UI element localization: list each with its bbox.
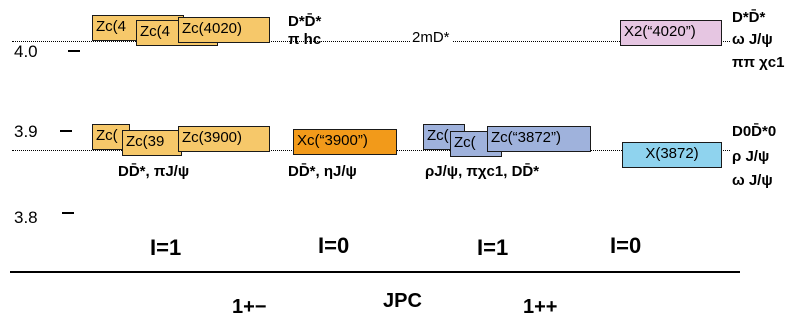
jpc-left: 1+− [232, 296, 267, 318]
isospin-label-1: I=1 [150, 235, 182, 260]
tick-mark-3.8 [62, 212, 74, 214]
decay-label-zc4020-2: π hc [288, 31, 322, 48]
jpc-right: 1++ [523, 296, 558, 318]
decay-label-x2-3: ππ χc1 [732, 54, 785, 71]
decay-label-x2-2: ω J/ψ [732, 31, 773, 48]
separator-line [10, 271, 740, 273]
tick-mark-3.9 [60, 130, 72, 132]
decay-label-x2-1: D*D̄* [732, 9, 766, 26]
x-3872-box: X(3872) [622, 142, 722, 168]
tick-mark-4.0 [68, 50, 80, 52]
isospin-label-4: I=0 [610, 233, 642, 258]
zc-3900-box-3: Zc(3900) [178, 126, 270, 152]
decay-label-zc3900: DD̄*, πJ/ψ [118, 163, 190, 180]
isospin-label-2: I=0 [318, 233, 350, 258]
tick-label-3.8: 3.8 [14, 208, 38, 227]
tick-label-4.0: 4.0 [14, 42, 38, 61]
x2-4020-box: X2(“4020”) [620, 20, 722, 46]
decay-label-xc3900: DD̄*, ηJ/ψ [288, 163, 357, 180]
decay-label-zc3872: ρJ/ψ, πχc1, DD̄* [425, 163, 540, 180]
zc-3872-box-3: Zc(“3872”) [487, 126, 591, 152]
decay-label-zc4020-1: D*D̄* [288, 13, 322, 30]
tick-label-3.9: 3.9 [14, 122, 38, 141]
isospin-label-3: I=1 [477, 235, 509, 260]
threshold-label: 2mD* [410, 29, 452, 46]
zc-4020-box-3: Zc(4020) [178, 17, 270, 43]
xc-3900-box: Xc(“3900”) [293, 129, 397, 155]
decay-label-x3872-1: D0D̄*0 [732, 123, 777, 140]
decay-label-x3872-3: ω J/ψ [732, 172, 773, 189]
decay-label-x3872-2: ρ J/ψ [732, 148, 770, 165]
zc-3900-box-2: Zc(39 [122, 130, 182, 156]
upper-dotted-line [12, 41, 730, 42]
jpc-center: JPC [383, 290, 422, 312]
